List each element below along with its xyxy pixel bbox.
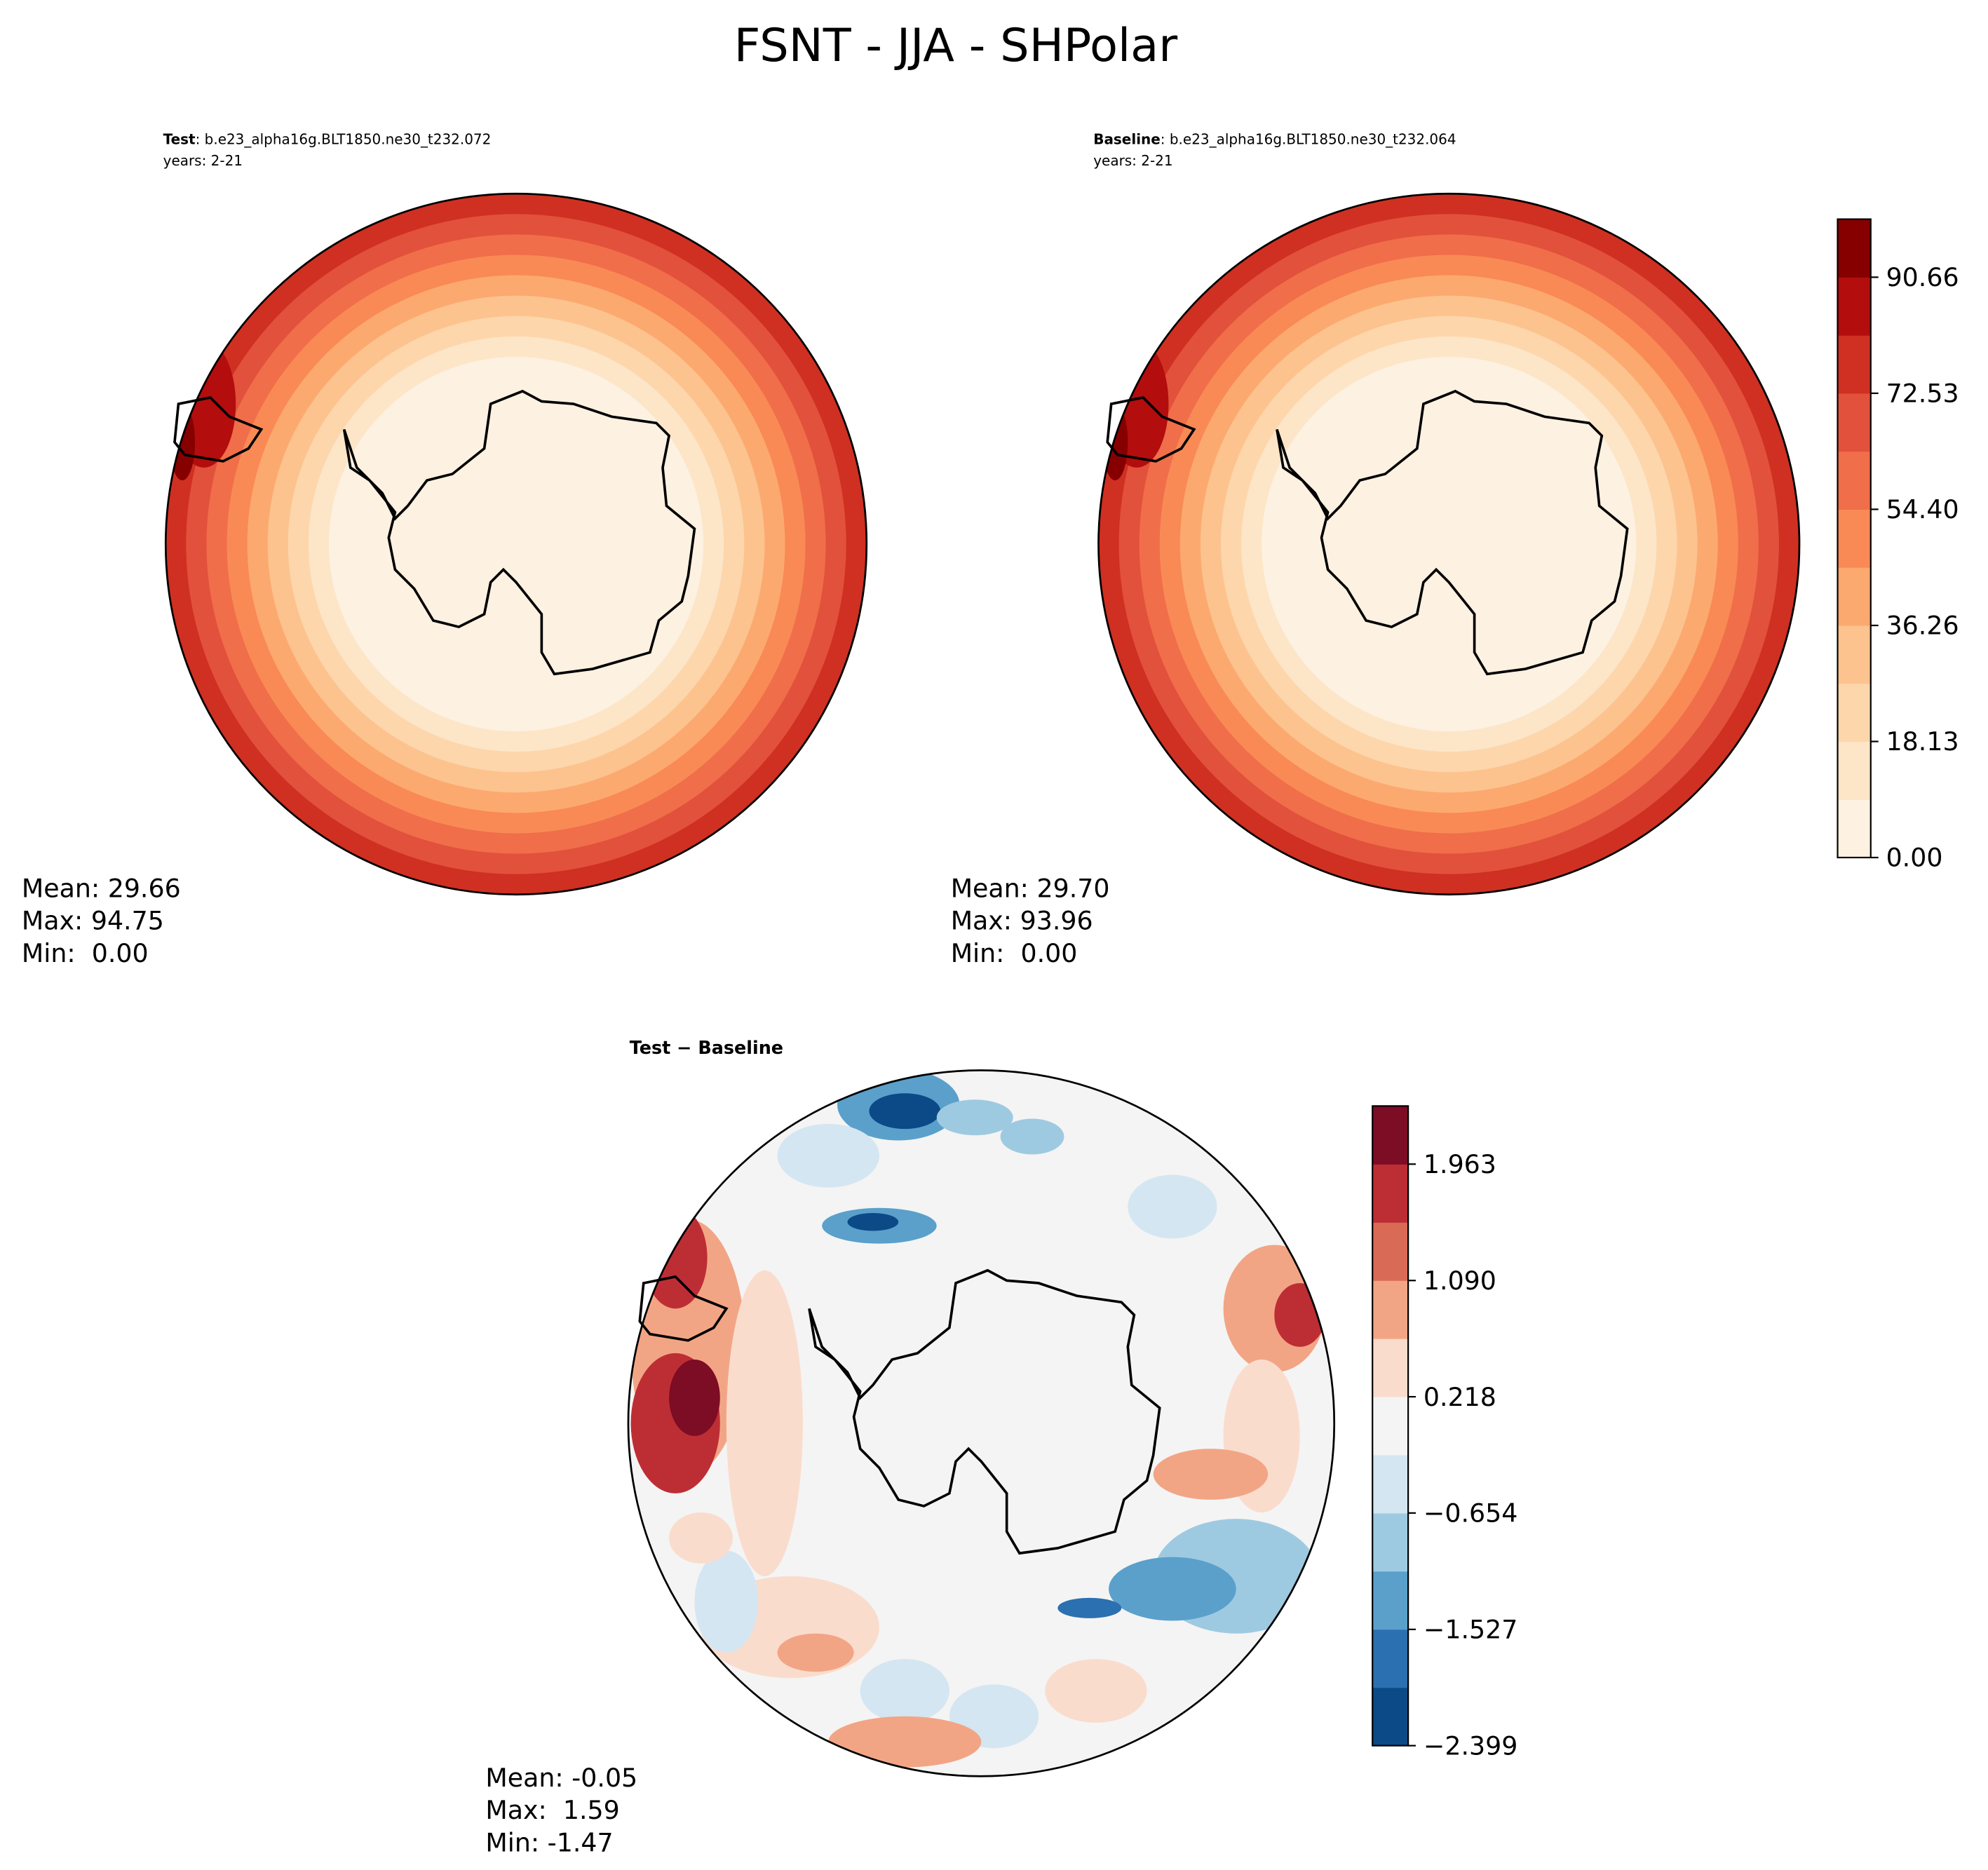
stat-line: Mean: 29.66 [22,873,181,903]
maps [164,192,1801,1777]
stat-line: Min: 0.00 [951,938,1078,968]
colorbar-segment [1372,1571,1409,1630]
colorbar-segment [1372,1106,1409,1165]
map-contour [1153,1449,1269,1500]
map-contour [777,1633,854,1672]
colorbar-tick-label: −0.654 [1424,1498,1517,1529]
colorbar-segment [1837,393,1871,452]
stat-line: Min: -1.47 [485,1827,613,1857]
colorbar-frame [1372,1105,1409,1747]
colorbar-tick-label: 0.218 [1424,1382,1496,1412]
map-contour [694,1550,759,1653]
colorbar-tick-label: 0.00 [1886,843,1943,873]
colorbar-segment [1837,567,1871,626]
colorbar-segment [1837,741,1871,800]
map-boundary [1097,192,1801,896]
stat-line: Mean: -0.05 [485,1763,637,1793]
panel-header: Test: b.e23_alpha16g.BLT1850.ne30_t232.0… [163,130,492,147]
map [165,194,867,895]
map-contour [1057,1597,1122,1618]
colorbar-tick-label: 1.963 [1424,1149,1496,1179]
colorbar-tick-label: −1.527 [1424,1615,1517,1645]
map-contour [1262,356,1637,732]
map-contour [669,1360,720,1437]
figure-title: FSNT - JJA - SHPolar [734,19,1177,72]
colorbar-segment [1372,1512,1409,1572]
map-contour [860,1659,949,1723]
panel-header: Test − Baseline [630,1037,783,1058]
colorbar-segment [1837,277,1871,336]
coastline [638,1275,729,1342]
map-contour [726,1270,803,1576]
colorbar-segment [1372,1454,1409,1514]
stat-line: Max: 94.75 [22,906,164,936]
map [628,1070,1334,1777]
map-boundary [164,192,868,896]
map-contour [828,1716,982,1768]
colorbar-tick-label: 36.26 [1886,611,1959,641]
colorbar-tick-label: 18.13 [1886,726,1959,757]
colorbar-segment [1372,1222,1409,1281]
colorbar-segment [1837,683,1871,743]
colorbar-segment [1837,219,1871,278]
map-contour [777,1123,879,1188]
colorbar-segment [1837,799,1871,858]
colorbar-tick-label: −2.399 [1424,1730,1517,1761]
map-contour [847,1213,899,1231]
colorbar-segment [1372,1339,1409,1397]
colorbar-segment [1837,335,1871,394]
panel-header: Baseline: b.e23_alpha16g.BLT1850.ne30_t2… [1093,130,1456,147]
stat-line: Mean: 29.70 [951,873,1110,903]
map-contour [669,1512,733,1564]
map-contour [1000,1118,1064,1155]
coastline [173,396,264,463]
map-contour [869,1093,941,1130]
panel-years: years: 2-21 [163,152,243,169]
stat-line: Max: 93.96 [951,906,1093,936]
map-contour [1109,1557,1236,1621]
colorbar-segment [1837,451,1871,510]
map-contour [1128,1174,1217,1239]
colorbar-segment [1372,1164,1409,1223]
colorbar-segment [1372,1687,1409,1747]
colorbar-segment [1372,1397,1409,1456]
colorbar-tick-label: 72.53 [1886,379,1959,409]
map [1098,194,1800,895]
colorbar-frame [1837,218,1872,859]
colorbar-tick-label: 1.090 [1424,1266,1496,1296]
colorbar-tick-label: 90.66 [1886,262,1959,292]
panel-years: years: 2-21 [1093,152,1172,169]
map-contour [936,1099,1013,1136]
colorbar-segment [1837,509,1871,568]
stat-line: Max: 1.59 [485,1795,619,1825]
colorbar-segment [1372,1280,1409,1339]
colorbar-tick-label: 54.40 [1886,494,1959,524]
coastline [1106,396,1196,463]
colorbar-segment [1837,625,1871,684]
colorbar-segment [1372,1629,1409,1688]
map-contour [328,356,704,732]
stat-line: Min: 0.00 [22,938,149,968]
map-boundary [627,1069,1336,1777]
map-contour [1045,1659,1147,1723]
